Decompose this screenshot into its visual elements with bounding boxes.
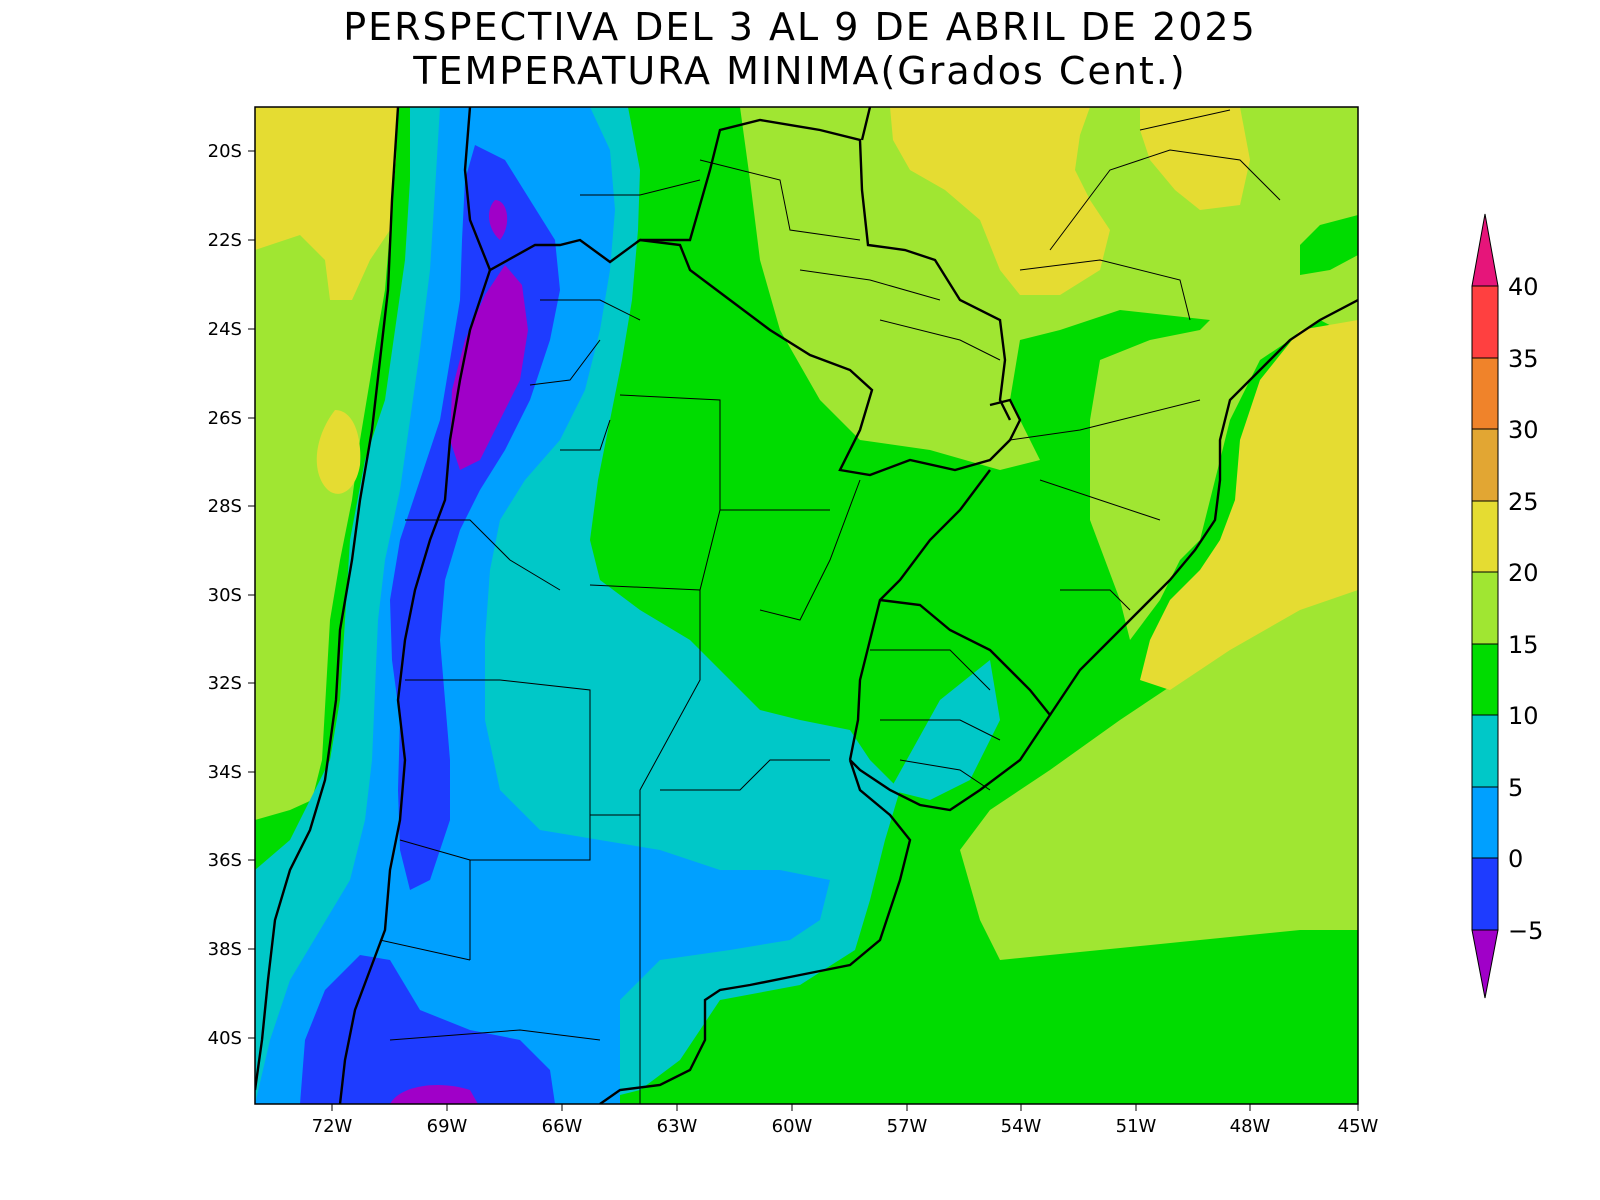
lat-label: 36S xyxy=(208,850,242,871)
colorbar-segment xyxy=(1471,643,1499,716)
lon-label: 51W xyxy=(1116,1116,1157,1137)
lat-label: 38S xyxy=(208,939,242,960)
lat-label: 34S xyxy=(208,762,242,783)
colorbar-segment xyxy=(1471,500,1499,573)
lon-label: 57W xyxy=(887,1116,928,1137)
lat-label: 30S xyxy=(208,585,242,606)
colorbar-segment xyxy=(1471,714,1499,788)
lat-label: 22S xyxy=(208,230,242,251)
band-below-m5-south xyxy=(390,1084,478,1104)
lat-label: 20S xyxy=(208,141,242,162)
map-subtitle: TEMPERATURA MINIMA(Grados Cent.) xyxy=(413,49,1187,93)
band-15-20-northeast xyxy=(740,107,1358,640)
colorbar-segment xyxy=(1471,357,1499,430)
latitude-axis: 20S 22S 24S 26S 28S 30S 32S 34S 36S 38S … xyxy=(208,141,255,1049)
temperature-field xyxy=(255,107,1358,1104)
band-below-m5-north xyxy=(488,200,508,240)
colorbar xyxy=(1471,213,1499,999)
longitude-axis: 72W 69W 66W 63W 60W 57W 54W 51W 48W 45W xyxy=(312,1104,1379,1137)
band-10-15-northeast-spot xyxy=(1300,215,1358,275)
colorbar-label: 0 xyxy=(1508,845,1523,873)
map-frame xyxy=(254,106,1359,1105)
lon-label: 60W xyxy=(772,1116,813,1137)
lon-label: 48W xyxy=(1230,1116,1271,1137)
colorbar-segment xyxy=(1471,571,1499,645)
colorbar-label: 20 xyxy=(1508,559,1539,587)
band-15-20-southeast xyxy=(960,560,1358,960)
lon-label: 69W xyxy=(427,1116,468,1137)
lon-label: 54W xyxy=(1001,1116,1042,1137)
band-0-5 xyxy=(255,107,830,1104)
lat-label: 28S xyxy=(208,496,242,517)
band-below-m5-andes xyxy=(450,265,528,470)
colorbar-label: 5 xyxy=(1508,774,1523,802)
colorbar-label: −5 xyxy=(1508,917,1543,945)
colorbar-label: 35 xyxy=(1508,345,1539,373)
colorbar-segment xyxy=(1471,857,1499,931)
colorbar-top-arrow xyxy=(1471,213,1499,287)
band-20-25-northeast xyxy=(1140,107,1250,210)
lat-label: 32S xyxy=(208,673,242,694)
lon-label: 63W xyxy=(657,1116,698,1137)
country-borders xyxy=(255,107,1358,1104)
band-20-25-west-spot xyxy=(316,410,361,494)
map-title: PERSPECTIVA DEL 3 AL 9 DE ABRIL DE 2025 xyxy=(343,5,1257,49)
colorbar-label: 15 xyxy=(1508,631,1539,659)
lat-label: 24S xyxy=(208,319,242,340)
colorbar-bottom-arrow xyxy=(1471,929,1499,999)
band-5-10-southeast xyxy=(890,660,1000,800)
lat-label: 26S xyxy=(208,408,242,429)
colorbar-label: 40 xyxy=(1508,273,1539,301)
colorbar-label: 30 xyxy=(1508,416,1539,444)
lat-label: 40S xyxy=(208,1028,242,1049)
colorbar-labels: 40 35 30 25 20 15 10 5 0 −5 xyxy=(1508,273,1543,945)
colorbar-segment xyxy=(1471,786,1499,859)
band-20-25-east xyxy=(1140,320,1358,690)
lon-label: 66W xyxy=(542,1116,583,1137)
colorbar-segment xyxy=(1471,285,1499,359)
lon-label: 45W xyxy=(1338,1116,1379,1137)
band-m5-0-south xyxy=(300,955,555,1104)
band-20-25-north xyxy=(890,107,1110,295)
band-20-25-northwest xyxy=(255,107,398,300)
colorbar-label: 25 xyxy=(1508,488,1539,516)
colorbar-segment xyxy=(1471,428,1499,502)
colorbar-label: 10 xyxy=(1508,702,1539,730)
lon-label: 72W xyxy=(312,1116,353,1137)
